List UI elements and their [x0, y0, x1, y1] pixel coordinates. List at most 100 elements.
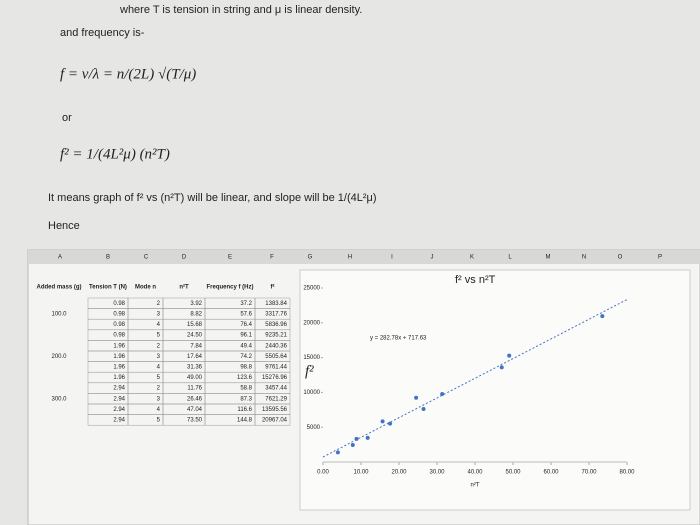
column-letter: I [391, 255, 393, 261]
table-cell-text: 76.4 [240, 322, 252, 328]
x-tick-label: 60.00 [543, 470, 559, 476]
point [600, 314, 605, 319]
table-header: Frequency f (Hz) [206, 285, 253, 291]
point [414, 395, 419, 400]
table-cell-text: 74.2 [240, 354, 252, 360]
formula: f = v/λ = n/(2L) √(T/μ) [60, 66, 196, 82]
text-line: where T is tension in string and μ is li… [119, 4, 362, 16]
table-cell-text: 2.94 [113, 417, 125, 423]
table-cell-text: 3457.44 [265, 386, 287, 392]
column-letter: B [106, 255, 110, 261]
table-cell-text: 3317.76 [265, 311, 287, 317]
table-cell-text: 144.8 [237, 417, 253, 423]
column-letter: D [182, 255, 187, 261]
mass-label: 300.0 [51, 396, 67, 402]
table-cell-text: 3.92 [190, 301, 202, 307]
y-tick-label: 10000 [303, 390, 320, 396]
table-cell-text: 1.96 [113, 375, 125, 381]
mass-label: 100.0 [51, 311, 67, 317]
y-tick-label: 15000 [303, 355, 320, 361]
table-cell-text: 58.8 [240, 386, 252, 392]
table-cell-text: 123.6 [237, 375, 253, 381]
point [507, 353, 512, 358]
point [388, 421, 393, 426]
table-cell-text: 24.50 [187, 333, 203, 339]
table-cell-text: 5 [157, 375, 161, 381]
table-cell-text: 5505.64 [265, 354, 287, 360]
table-cell-text: 11.76 [187, 386, 202, 392]
table-cell-text: 1.96 [113, 343, 125, 349]
table-cell-text: 4 [157, 407, 161, 413]
table-cell [254, 414, 291, 426]
table-cell-text: 5 [157, 417, 161, 423]
table-cell-text: 49.00 [187, 375, 203, 381]
formula: f² = 1/(4L²μ) (n²T) [60, 146, 170, 162]
table-cell-text: 1.96 [113, 354, 125, 360]
y-tick-label: 5000 [307, 425, 321, 431]
table-cell-text: 13595.56 [262, 407, 288, 413]
table-cell-text: 26.46 [187, 396, 203, 402]
column-letter: K [470, 255, 474, 261]
point [440, 392, 445, 397]
table-cell-text: 98.8 [240, 364, 252, 370]
text-line: or [62, 112, 72, 124]
table-cell-text: 5 [157, 333, 161, 339]
table-cell-text: 49.4 [240, 343, 252, 349]
table-cell-text: 15.68 [187, 322, 203, 328]
table-cell-text: 2.94 [113, 396, 125, 402]
table-cell-text: 0.98 [113, 301, 125, 307]
table-cell-text: 3 [157, 354, 161, 360]
x-tick-label: 40.00 [467, 470, 483, 476]
table-cell-text: 8.82 [190, 311, 202, 317]
table-cell-text: 0.98 [113, 333, 125, 339]
table-cell-text: 7621.29 [265, 396, 287, 402]
table-cell-text: 47.04 [187, 407, 203, 413]
mass-label: 200.0 [51, 354, 67, 360]
table-cell-text: 4 [157, 322, 161, 328]
point [380, 419, 385, 424]
table-cell-text: 2 [157, 301, 161, 307]
table-cell-text: 2.94 [113, 407, 125, 413]
point [350, 443, 355, 448]
table-cell-text: 17.64 [187, 354, 203, 360]
point [354, 436, 359, 441]
y-axis-label: f² [305, 363, 314, 379]
table-cell-text: 3 [157, 396, 161, 402]
table-header: n²T [179, 284, 189, 291]
x-tick-label: 80.00 [619, 470, 635, 476]
column-letter: P [658, 255, 662, 261]
table-cell-text: 2 [157, 386, 161, 392]
x-tick-label: 50.00 [505, 470, 521, 476]
table-cell-text: 37.2 [240, 301, 252, 307]
column-letter: J [431, 255, 434, 261]
text-line: It means graph of f² vs (n²T) will be li… [48, 192, 377, 204]
column-letter: N [582, 255, 586, 261]
column-letter: E [228, 255, 232, 261]
table-cell-text: 31.36 [187, 364, 203, 370]
column-letter: A [58, 255, 62, 261]
chart-title: f² vs n²T [455, 274, 496, 286]
table-cell-text: 2440.36 [265, 343, 287, 349]
table-cell-text: 57.6 [240, 311, 252, 317]
table-header: f² [271, 284, 275, 291]
column-header-bar [28, 250, 700, 264]
point [421, 406, 426, 411]
trendline-label: y = 282.78x + 717.63 [370, 336, 427, 342]
table-cell-text: 3 [157, 311, 161, 317]
x-axis-label: n²T [471, 483, 480, 489]
table-header: Mode n [135, 285, 156, 291]
table-header: Tension T (N) [89, 285, 127, 291]
table-cell-text: 20967.04 [262, 417, 288, 423]
table-cell-text: 1.96 [113, 364, 125, 370]
column-letter: C [144, 255, 149, 261]
text-line: Hence [48, 220, 80, 232]
column-letter: H [348, 255, 352, 261]
chart-area [299, 269, 691, 511]
column-letter: L [508, 255, 512, 261]
table-cell-text: 2.94 [113, 386, 125, 392]
column-letter: O [618, 255, 623, 261]
trendline [322, 299, 628, 458]
table-cell-text: 0.98 [113, 322, 125, 328]
x-tick-label: 20.00 [391, 470, 407, 476]
